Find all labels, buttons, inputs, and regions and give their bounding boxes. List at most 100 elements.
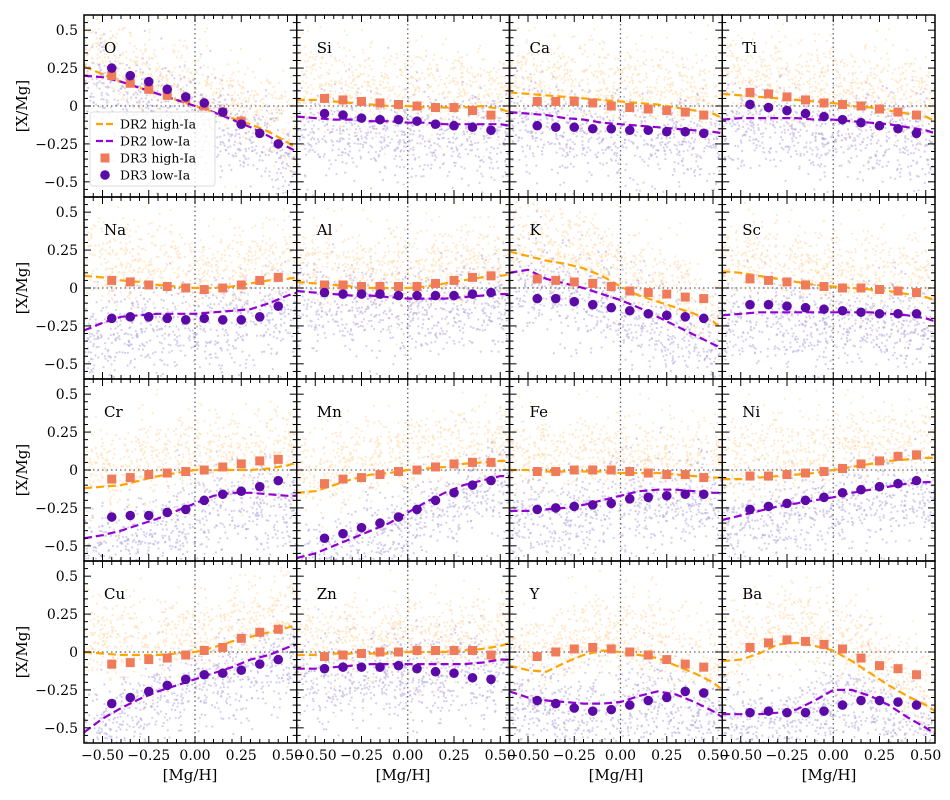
scatter-point: [704, 72, 707, 75]
scatter-point: [464, 119, 467, 122]
scatter-point: [665, 51, 668, 54]
scatter-point: [234, 152, 237, 155]
scatter-point: [700, 91, 703, 94]
scatter-point: [510, 86, 513, 90]
scatter-point: [277, 156, 281, 159]
scatter-point: [855, 125, 858, 128]
scatter-point: [467, 121, 470, 124]
scatter-point: [167, 70, 170, 73]
scatter-point: [575, 135, 578, 138]
scatter-point: [558, 45, 561, 48]
scatter-point: [315, 55, 318, 58]
scatter-point: [525, 70, 528, 73]
scatter-point: [600, 141, 603, 144]
scatter-point: [515, 80, 518, 83]
scatter-point: [483, 135, 486, 138]
scatter-point: [564, 79, 567, 82]
scatter-point: [377, 155, 380, 158]
scatter-point: [543, 112, 546, 115]
scatter-point: [525, 170, 528, 173]
scatter-point: [906, 149, 909, 152]
scatter-point: [510, 64, 513, 67]
scatter-point: [275, 111, 278, 114]
scatter-point: [679, 124, 682, 127]
scatter-point: [605, 115, 609, 119]
scatter-point: [847, 144, 850, 147]
scatter-point: [869, 71, 872, 74]
scatter-point: [303, 95, 306, 98]
scatter-point: [695, 61, 698, 65]
scatter-point: [640, 98, 643, 101]
scatter-point: [209, 49, 212, 53]
scatter-point: [398, 166, 401, 169]
scatter-point: [714, 56, 718, 59]
scatter-point: [438, 93, 441, 96]
scatter-point: [818, 74, 821, 77]
scatter-point: [712, 172, 716, 175]
scatter-point: [135, 69, 138, 72]
scatter-point: [246, 138, 250, 141]
scatter-point: [368, 126, 371, 129]
scatter-point: [338, 46, 341, 49]
scatter-point: [542, 143, 546, 146]
scatter-point: [828, 113, 831, 116]
scatter-point: [259, 118, 262, 121]
scatter-point: [532, 155, 535, 158]
scatter-point: [380, 93, 383, 96]
scatter-point: [226, 93, 230, 96]
scatter-point: [270, 141, 273, 145]
scatter-point: [655, 81, 658, 84]
scatter-point: [472, 81, 475, 84]
scatter-point: [238, 147, 241, 150]
scatter-point: [823, 75, 826, 78]
scatter-point: [716, 166, 719, 169]
scatter-point: [288, 130, 291, 133]
scatter-point: [229, 145, 232, 148]
scatter-point: [381, 148, 384, 151]
scatter-point: [673, 143, 676, 146]
scatter-point: [677, 181, 680, 184]
scatter-point: [568, 150, 571, 153]
scatter-point: [715, 122, 718, 125]
scatter-point: [595, 89, 598, 93]
scatter-point: [851, 78, 854, 81]
scatter-point: [288, 166, 292, 169]
scatter-point: [808, 83, 811, 86]
scatter-point: [101, 106, 105, 109]
scatter-point: [598, 42, 601, 46]
scatter-point: [536, 43, 539, 46]
scatter-point: [716, 152, 719, 155]
dr3-high-ia-marker: [394, 99, 403, 109]
scatter-point: [104, 71, 107, 74]
scatter-point: [598, 56, 601, 59]
scatter-point: [350, 65, 353, 69]
panel-ca: Ca: [508, 14, 723, 198]
scatter-point: [255, 110, 259, 113]
scatter-point: [615, 154, 618, 157]
scatter-point: [713, 86, 716, 89]
dr3-low-ia-marker: [412, 116, 422, 126]
scatter-point: [215, 91, 218, 94]
scatter-point: [649, 96, 652, 99]
scatter-point: [318, 155, 321, 159]
scatter-point: [463, 89, 466, 92]
scatter-point: [853, 60, 856, 63]
scatter-point: [588, 38, 591, 41]
scatter-point: [222, 74, 225, 77]
scatter-point: [140, 107, 143, 110]
scatter-point: [843, 79, 846, 82]
scatter-point: [898, 148, 901, 151]
scatter-point: [345, 55, 348, 58]
scatter-point: [351, 74, 355, 77]
scatter-point: [817, 95, 820, 98]
scatter-point: [312, 130, 315, 133]
scatter-point: [535, 182, 539, 185]
scatter-point: [356, 75, 359, 79]
scatter-point: [812, 120, 815, 123]
scatter-point: [100, 91, 103, 94]
scatter-point: [598, 96, 601, 99]
scatter-point: [506, 115, 509, 118]
scatter-point: [914, 93, 917, 96]
scatter-point: [284, 90, 287, 93]
